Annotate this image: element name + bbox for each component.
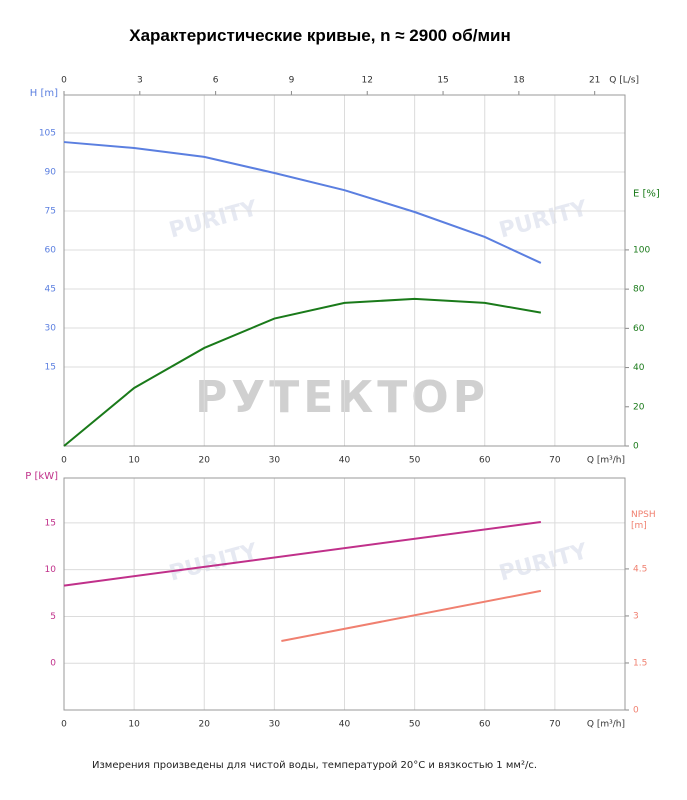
y-tick-label: 75	[45, 206, 56, 216]
x2-tick-label: 9	[289, 76, 295, 86]
series-line	[63, 141, 542, 264]
series-line	[63, 520, 541, 587]
y2-tick-label: 0	[633, 442, 639, 452]
y-tick-label: 30	[45, 323, 57, 333]
y-tick-label: 90	[45, 167, 57, 177]
x2-tick-label: 12	[362, 76, 373, 86]
x2-tick-label: 6	[213, 76, 219, 86]
x-tick-label: 60	[479, 456, 491, 466]
footnote: Измерения произведены для чистой воды, т…	[92, 760, 537, 771]
x2-tick-label: 18	[513, 76, 525, 86]
x-tick-label: 40	[339, 720, 351, 730]
x-tick-label: 10	[128, 720, 140, 730]
series-line	[63, 297, 542, 447]
x2-axis-label: Q [L/s]	[609, 76, 639, 86]
y2-tick-label: 20	[633, 402, 645, 412]
y2-tick-label: 0	[633, 706, 639, 716]
y-axis-label: P [kW]	[25, 471, 58, 482]
y-tick-label: 10	[45, 565, 57, 575]
x-tick-label: 30	[269, 720, 281, 730]
x2-tick-label: 21	[589, 76, 600, 86]
x-tick-label: 50	[409, 456, 421, 466]
series-line	[281, 589, 542, 643]
x-tick-label: 0	[61, 456, 67, 466]
watermark: РУТЕКТОР	[195, 372, 489, 423]
x2-tick-label: 3	[137, 76, 143, 86]
y2-tick-label: 4.5	[633, 564, 647, 574]
y2-tick-label: 3	[633, 611, 639, 621]
x2-tick-label: 0	[61, 76, 67, 86]
plot-frame	[63, 477, 626, 711]
y-axis-label: H [m]	[30, 88, 58, 99]
y-tick-label: 15	[45, 518, 56, 528]
y2-tick-label: 60	[633, 324, 645, 334]
watermark: PURITY	[167, 196, 261, 244]
y2-axis-label: NPSH [m]	[631, 510, 656, 531]
y2-tick-label: 40	[633, 363, 645, 373]
x-tick-label: 70	[549, 720, 561, 730]
x-tick-label: 20	[199, 456, 211, 466]
x-axis-label: Q [m³/h]	[587, 456, 625, 466]
y-tick-label: 5	[50, 612, 56, 622]
watermark: PURITY	[167, 539, 261, 587]
y-tick-label: 15	[45, 362, 56, 372]
chart-title: Характеристические кривые, n ≈ 2900 об/м…	[129, 26, 511, 45]
x-tick-label: 60	[479, 720, 491, 730]
x-tick-label: 50	[409, 720, 421, 730]
x-tick-label: 70	[549, 456, 561, 466]
y2-axis-label: E [%]	[633, 188, 660, 199]
plot-frame	[63, 94, 626, 447]
x2-tick-label: 15	[437, 76, 448, 86]
x-tick-label: 30	[269, 456, 281, 466]
watermark: PURITY	[497, 539, 591, 587]
y-tick-label: 105	[39, 128, 56, 138]
y-tick-label: 60	[45, 245, 57, 255]
x-tick-label: 40	[339, 456, 351, 466]
x-tick-label: 20	[199, 720, 211, 730]
x-tick-label: 10	[128, 456, 140, 466]
y2-tick-label: 80	[633, 285, 645, 295]
x-tick-label: 0	[61, 720, 67, 730]
y-tick-label: 45	[45, 284, 56, 294]
x-axis-label: Q [m³/h]	[587, 720, 625, 730]
y-tick-label: 0	[50, 659, 56, 669]
watermark: PURITY	[497, 196, 591, 244]
y2-tick-label: 1.5	[633, 658, 647, 668]
y2-tick-label: 100	[633, 245, 650, 255]
